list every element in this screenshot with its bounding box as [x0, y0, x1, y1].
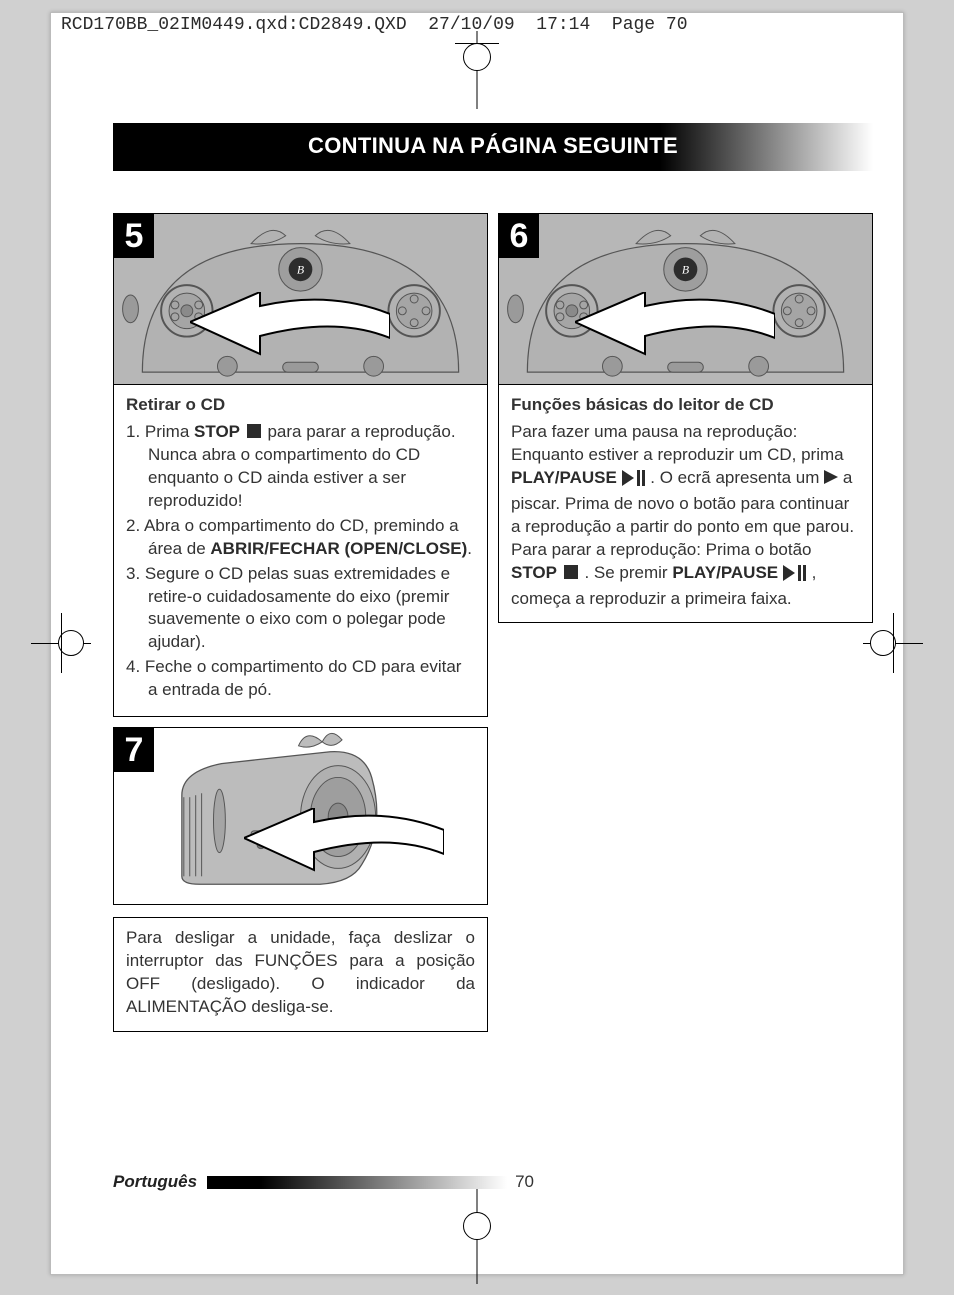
step-6: B [498, 213, 873, 717]
footer-page-number: 70 [515, 1172, 534, 1192]
step-6-text: Funções básicas do leitor de CD Para faz… [498, 385, 873, 623]
svg-text:B: B [297, 262, 304, 276]
svg-text:B: B [682, 262, 689, 276]
step-5-title: Retirar o CD [126, 394, 475, 417]
arrow-icon [244, 808, 444, 878]
play-icon [824, 468, 838, 491]
footer-language: Português [113, 1172, 203, 1192]
step-6-body: Para fazer uma pausa na reprodução: Enqu… [511, 421, 860, 611]
list-item: 2. Abra o compartimento do CD, premindo … [126, 515, 475, 561]
step-5-text: Retirar o CD 1. Prima STOP para parar a … [113, 385, 488, 717]
step-number: 7 [114, 728, 154, 772]
crop-mark-top [465, 19, 489, 109]
step-6-title: Funções básicas do leitor de CD [511, 394, 860, 417]
footer-gradient-bar [207, 1176, 507, 1189]
step-number: 6 [499, 214, 539, 258]
step-5-figure: B [113, 213, 488, 385]
arrow-icon [575, 292, 775, 362]
step-7: 7 Para desligar a unidade, faça deslizar… [113, 727, 488, 1032]
play-pause-icon [622, 470, 646, 493]
stop-icon [247, 424, 261, 438]
stop-icon [564, 565, 578, 579]
list-item: 4. Feche o compartimento do CD para evit… [126, 656, 475, 702]
registration-mark-left [31, 623, 91, 663]
step-6-figure: B [498, 213, 873, 385]
arrow-icon [190, 292, 390, 362]
list-item: 1. Prima STOP para parar a reprodução. N… [126, 421, 475, 513]
step-7-text: Para desligar a unidade, faça deslizar o… [113, 917, 488, 1032]
banner-title: CONTINUA NA PÁGINA SEGUINTE [113, 123, 873, 171]
list-item: 3. Segure o CD pelas suas extremidades e… [126, 563, 475, 655]
footer: Português 70 [113, 1172, 873, 1192]
step-7-figure: 7 [113, 727, 488, 905]
step-number: 5 [114, 214, 154, 258]
step-5: B [113, 213, 488, 717]
play-pause-icon [783, 565, 807, 588]
